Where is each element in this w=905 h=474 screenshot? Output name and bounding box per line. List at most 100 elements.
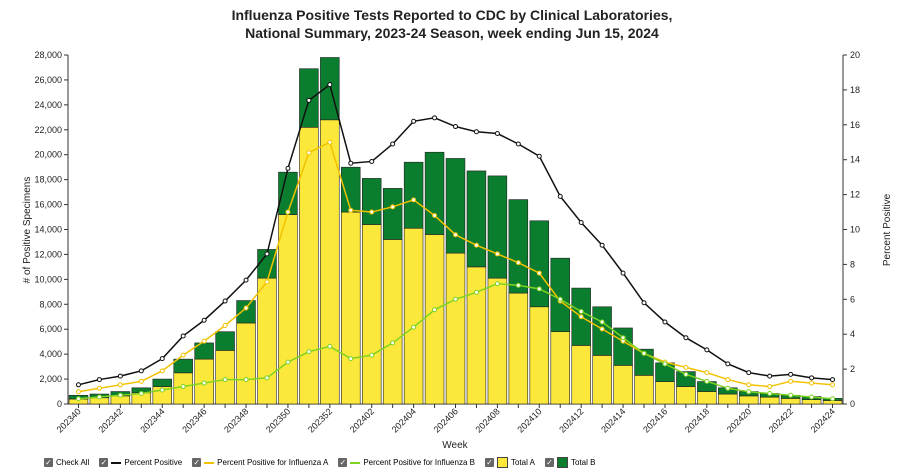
point (306, 97, 312, 103)
point (96, 377, 102, 383)
point (662, 361, 668, 367)
bar (550, 257, 570, 333)
bar (718, 393, 738, 405)
checkbox[interactable]: ✓ (44, 458, 53, 467)
point (683, 371, 689, 377)
y-tick-label: 0 (57, 399, 62, 409)
point (159, 387, 165, 393)
checkbox[interactable]: ✓ (99, 458, 109, 467)
point (390, 141, 396, 147)
point (369, 158, 375, 164)
point (327, 82, 333, 88)
point (138, 368, 144, 374)
bar (759, 396, 780, 405)
point (725, 385, 731, 391)
bar (739, 395, 759, 405)
point (788, 392, 794, 398)
checkbox[interactable]: ✓ (544, 458, 554, 467)
y-tick-label: 20,000 (34, 150, 62, 160)
bar (382, 188, 403, 240)
y-tick-label: 18,000 (34, 175, 62, 185)
point (264, 375, 270, 381)
point (411, 324, 417, 330)
point (599, 326, 605, 332)
bar (361, 224, 382, 405)
bar (236, 322, 256, 405)
y2-tick-label: 10 (850, 225, 860, 235)
x-tick-label: 202406 (432, 406, 460, 434)
y2-tick-label: 14 (850, 155, 860, 165)
bar (236, 300, 256, 324)
legend-item[interactable]: ✓ Check All (44, 458, 89, 467)
y2-tick-label: 8 (850, 259, 855, 269)
point (117, 382, 123, 388)
bar (487, 175, 508, 279)
bar (529, 306, 550, 405)
x-tick-label: 202416 (641, 406, 669, 434)
point (704, 378, 710, 384)
y2-tick-label: 4 (850, 329, 855, 339)
point (180, 352, 186, 358)
point (704, 370, 710, 376)
legend-item[interactable]: ✓ Percent Positive (99, 458, 182, 467)
legend-label: Total A (510, 458, 535, 467)
bar (424, 151, 445, 235)
point (285, 359, 291, 365)
point (180, 333, 186, 339)
x-tick-label: 202342 (96, 406, 124, 434)
checkbox[interactable]: ✓ (192, 458, 202, 467)
point (411, 118, 417, 124)
checkbox[interactable]: ✓ (338, 458, 348, 467)
point (96, 385, 102, 391)
point (138, 378, 144, 384)
point (473, 242, 479, 248)
legend-item[interactable]: ✓ Total A (484, 457, 535, 468)
bar (466, 266, 487, 405)
point (264, 251, 270, 257)
point (809, 375, 815, 381)
point (348, 356, 354, 362)
point (578, 220, 584, 226)
legend-item[interactable]: ✓ Total B (544, 457, 595, 468)
point (201, 380, 207, 386)
point (788, 378, 794, 384)
bar (278, 214, 298, 405)
point (138, 391, 144, 397)
point (830, 377, 836, 383)
y2-tick-label: 18 (850, 85, 860, 95)
bar (424, 234, 445, 405)
legend-item[interactable]: ✓ Percent Positive for Influenza B (338, 458, 475, 467)
point (306, 349, 312, 355)
point (746, 370, 752, 376)
x-tick-label: 202350 (264, 406, 292, 434)
point (327, 343, 333, 349)
point (117, 392, 123, 398)
legend-item[interactable]: ✓ Percent Positive for Influenza A (192, 458, 328, 467)
point (683, 335, 689, 341)
y-tick-label: 6,000 (39, 324, 62, 334)
y2-tick-label: 6 (850, 294, 855, 304)
x-tick-label: 202418 (683, 406, 711, 434)
point (536, 270, 542, 276)
y-tick-label: 12,000 (34, 249, 62, 259)
bar (487, 277, 508, 405)
point (473, 289, 479, 295)
y-tick-label: 26,000 (34, 75, 62, 85)
point (809, 380, 815, 386)
y-axis-label: # of Positive Specimens (22, 177, 33, 284)
bar (801, 399, 822, 405)
point (75, 389, 81, 395)
checkbox[interactable]: ✓ (484, 458, 494, 467)
point (243, 377, 249, 383)
bar (299, 126, 319, 405)
point (453, 232, 458, 238)
bar (592, 355, 612, 405)
point (830, 396, 836, 402)
point (620, 270, 626, 276)
point (515, 282, 521, 288)
x-tick-label: 202410 (515, 406, 543, 434)
point (641, 350, 647, 356)
point (578, 309, 584, 315)
bar (571, 345, 591, 405)
